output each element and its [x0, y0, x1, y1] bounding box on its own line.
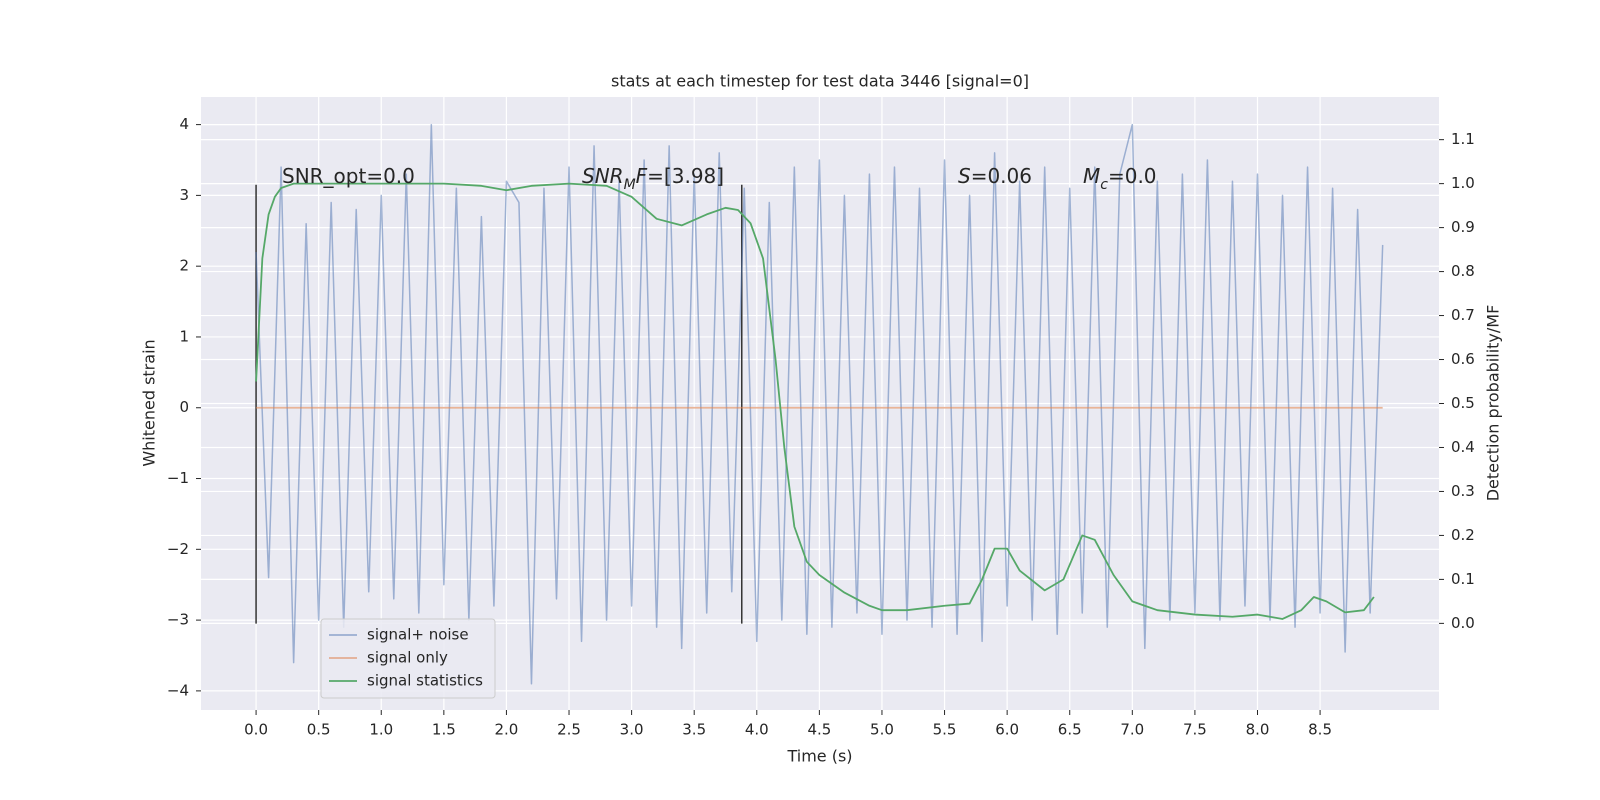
- y-tick-label: 2: [179, 257, 189, 275]
- y2-tick-label: 0.0: [1451, 614, 1475, 632]
- y2-tick-label: 0.1: [1451, 570, 1475, 588]
- y2-tick-label: 0.2: [1451, 526, 1475, 544]
- y-tick-label: −4: [167, 681, 189, 699]
- x-tick-label: 3.5: [682, 721, 706, 739]
- legend-label: signal+ noise: [367, 626, 469, 644]
- annotation-part: F: [636, 164, 648, 188]
- x-tick-label: 8.5: [1308, 721, 1332, 739]
- annotation-part: SNR_opt=0.0: [282, 164, 415, 188]
- x-tick-label: 8.0: [1246, 721, 1270, 739]
- y2-tick-label: 1.1: [1451, 130, 1475, 148]
- x-tick-label: 2.0: [495, 721, 519, 739]
- x-tick-label: 0.5: [307, 721, 331, 739]
- x-tick-label: 3.0: [620, 721, 644, 739]
- annotation-part: =0.06: [971, 164, 1032, 188]
- y2-tick-label: 0.3: [1451, 482, 1475, 500]
- legend-label: signal only: [367, 649, 448, 667]
- legend: signal+ noise signal only signal statistic…: [320, 618, 496, 699]
- series-line: [255, 123, 1384, 685]
- x-tick-label: 7.0: [1120, 721, 1144, 739]
- x-tick-label: 2.5: [557, 721, 581, 739]
- chart-title: stats at each timestep for test data 344…: [611, 72, 1029, 91]
- annotation: SNR_opt=0.0: [282, 164, 415, 188]
- annotation-part: =0.0: [1108, 164, 1157, 188]
- y-tick-label: −3: [167, 611, 189, 629]
- annotation-part: =[3.98]: [647, 164, 724, 188]
- annotation: S=0.06: [958, 164, 1032, 188]
- y-tick-label: 3: [179, 186, 189, 204]
- series-line: [255, 182, 1375, 620]
- x-tick-label: 6.0: [995, 721, 1019, 739]
- x-tick-label: 5.0: [870, 721, 894, 739]
- legend-label: signal statistics: [367, 672, 483, 690]
- annotation-part: S: [958, 164, 971, 188]
- x-axis-label: Time (s): [786, 747, 852, 766]
- x-tick-label: 4.0: [745, 721, 769, 739]
- y-axis-label: Whitened strain: [140, 339, 159, 466]
- y2-tick-label: 0.7: [1451, 306, 1475, 324]
- x-tick-label: 4.5: [807, 721, 831, 739]
- y2-tick-label: 0.5: [1451, 394, 1475, 412]
- annotation-part: M: [624, 177, 636, 193]
- y2-tick-label: 0.6: [1451, 350, 1475, 368]
- x-tick-label: 6.5: [1058, 721, 1082, 739]
- y-tick-label: 0: [179, 398, 189, 416]
- y2-tick-label: 0.8: [1451, 262, 1475, 280]
- y-tick-label: 4: [179, 115, 189, 133]
- annotation: Mc=0.0: [1083, 164, 1157, 194]
- y2-tick-label: 0.9: [1451, 218, 1475, 236]
- annotation: SNRMF=[3.98]: [582, 164, 724, 194]
- x-tick-label: 7.5: [1183, 721, 1207, 739]
- y-tick-label: −2: [167, 540, 189, 558]
- legend-box: [320, 618, 496, 699]
- annotation-part: SNR: [582, 164, 624, 188]
- annotation-part: M: [1083, 164, 1100, 188]
- annotation-part: c: [1100, 177, 1108, 193]
- y2-axis-label: Detection probability/MF: [1484, 305, 1503, 502]
- y2-tick-label: 1.0: [1451, 174, 1475, 192]
- x-tick-label: 5.5: [933, 721, 957, 739]
- x-tick-label: 0.0: [244, 721, 268, 739]
- y-tick-label: −1: [167, 469, 189, 487]
- y-tick-label: 1: [179, 327, 189, 345]
- x-tick-label: 1.0: [369, 721, 393, 739]
- x-tick-label: 1.5: [432, 721, 456, 739]
- y2-tick-label: 0.4: [1451, 438, 1475, 456]
